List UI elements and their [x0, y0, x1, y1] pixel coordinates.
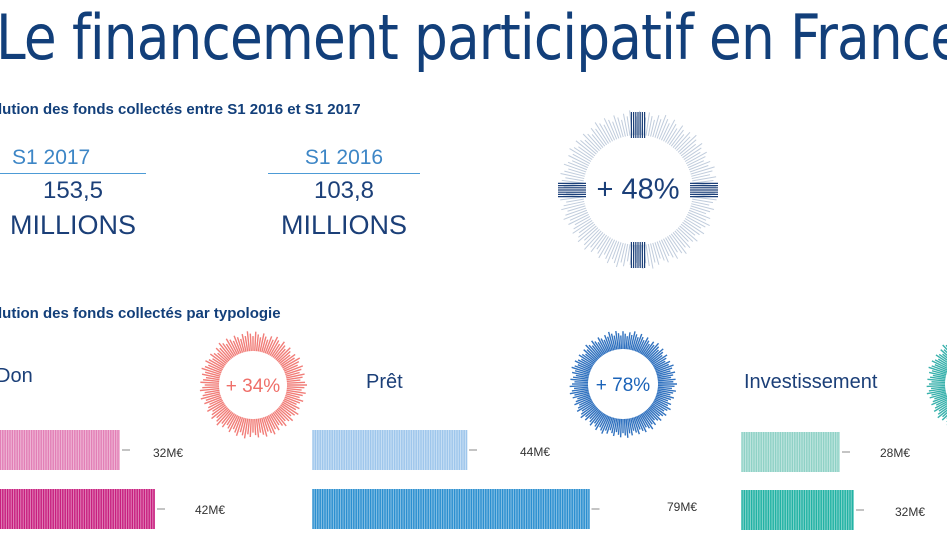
category-label-don: Don: [0, 365, 33, 387]
stat-period: S1 2016: [268, 145, 420, 174]
stat-period: S1 2017: [0, 145, 146, 174]
growth-label-prêt: + 78%: [596, 375, 651, 396]
bar-value-label-invest-2016: 28M€: [880, 446, 911, 460]
bar-value-label-don-2016: 32M€: [153, 446, 184, 460]
growth-ring-don: [199, 331, 307, 439]
stat-unit: MILLIONS: [280, 210, 408, 240]
section-title-evolution: lution des fonds collectés entre S1 2016…: [0, 101, 361, 118]
bar-don-s1-2017: [0, 489, 165, 529]
stat-unit: MILLIONS: [10, 210, 137, 240]
bar-value-label-pret-2016: 44M€: [520, 445, 551, 459]
stat-value: 103,8: [313, 177, 375, 204]
bar-value-label-invest-2017: 32M€: [895, 505, 926, 519]
category-label-pret: Prêt: [366, 371, 403, 393]
growth-label-don: + 34%: [226, 376, 281, 397]
bar-investissement-s1-2016: [741, 432, 850, 472]
bar-prêt-s1-2016: [312, 430, 477, 470]
growth-ring-prêt: [569, 330, 677, 438]
category-label-investissement: Investissement: [744, 371, 878, 393]
total-growth-ring-accents: [558, 112, 718, 268]
total-growth-ring: [558, 110, 718, 270]
stat-value: 153,5: [42, 177, 104, 204]
stat-s1-2017: S1 2017 153,5 MILLIONS: [0, 145, 146, 242]
total-growth-label: + 48%: [596, 173, 679, 205]
bar-investissement-s1-2017: [741, 490, 864, 530]
bar-value-label-pret-2017: 79M€: [667, 500, 698, 514]
bar-value-label-don-2017: 42M€: [195, 503, 226, 517]
stat-s1-2016: S1 2016 103,8 MILLIONS: [268, 145, 420, 242]
section-title-typologie: lution des fonds collectés par typologie: [0, 305, 281, 322]
growth-ring-investissement: [926, 344, 947, 426]
page-title: Le financement participatif en France: [0, 1, 947, 74]
bar-don-s1-2016: [0, 430, 130, 470]
bar-prêt-s1-2017: [312, 489, 600, 529]
